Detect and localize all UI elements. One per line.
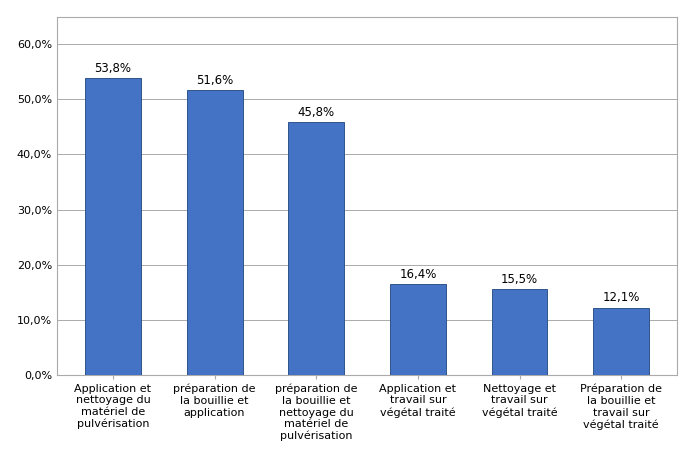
Text: 12,1%: 12,1% <box>602 291 640 304</box>
Bar <box>390 284 446 375</box>
Bar <box>593 308 649 375</box>
Bar <box>187 91 242 375</box>
Bar <box>85 78 141 375</box>
Bar <box>288 122 344 375</box>
Text: 51,6%: 51,6% <box>196 74 233 87</box>
Text: 53,8%: 53,8% <box>94 61 131 75</box>
Text: 45,8%: 45,8% <box>298 106 335 119</box>
Text: 16,4%: 16,4% <box>399 267 437 281</box>
Text: 15,5%: 15,5% <box>501 273 538 285</box>
Bar <box>491 289 548 375</box>
